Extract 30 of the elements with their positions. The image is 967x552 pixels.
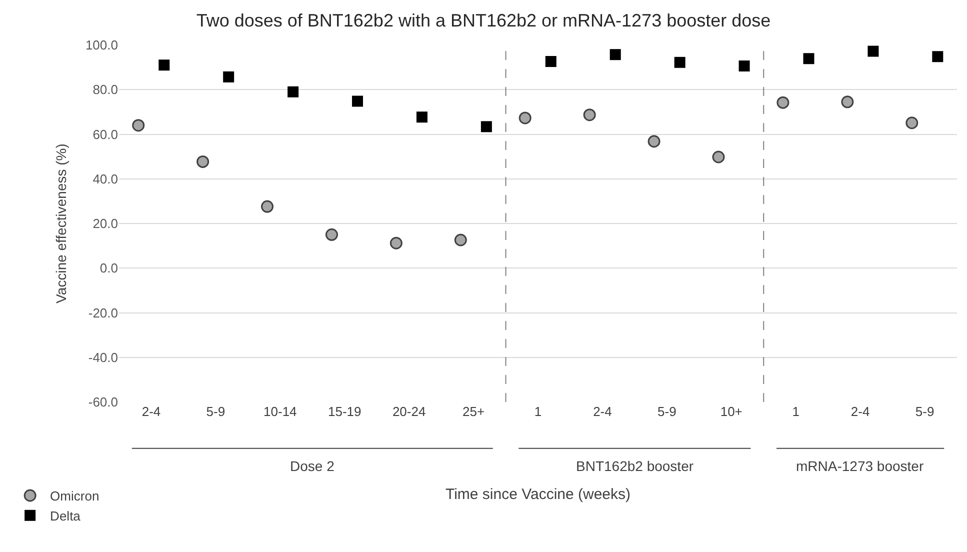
- x-tick-label: 20-24: [392, 404, 426, 419]
- chart-title: Two doses of BNT162b2 with a BNT162b2 or mRNA-1273 booster dose: [196, 10, 771, 30]
- text: mRNA-1273 booster: [796, 458, 924, 474]
- text: Dose 2: [290, 458, 335, 474]
- x-tick-label: 2-4: [142, 404, 161, 419]
- x-tick-label: 1: [534, 404, 542, 419]
- x-tick-label: 10+: [720, 404, 742, 419]
- y-tick-label: 80.0: [92, 82, 118, 98]
- x-tick-label: 1: [792, 404, 800, 419]
- x-tick-label: 2-4: [850, 404, 870, 419]
- x-tick-label: 5-9: [206, 404, 226, 419]
- y-tick-label: -40.0: [88, 350, 118, 365]
- x-tick-label: 5-9: [658, 404, 676, 419]
- y-tick-label: -60.0: [88, 394, 118, 410]
- text: BNT162b2 booster: [576, 458, 694, 474]
- y-tick-label: 40.0: [92, 171, 118, 186]
- legend-label: Omicron: [50, 488, 100, 504]
- y-tick-label: 60.0: [92, 126, 118, 142]
- x-tick-label: 2-4: [593, 404, 612, 419]
- y-axis-title: Vaccine effectiveness (%): [53, 144, 70, 304]
- y-tick-label: -20.0: [88, 305, 118, 320]
- x-tick-label: 15-19: [328, 404, 362, 419]
- x-tick-label: 10-14: [264, 404, 297, 419]
- y-tick-label: 0.0: [100, 260, 118, 276]
- x-axis-title: Time since Vaccine (weeks): [445, 486, 631, 503]
- legend-label: Delta: [50, 508, 82, 524]
- x-tick-label: 5-9: [915, 404, 934, 419]
- x-tick-label: 25+: [462, 404, 485, 419]
- y-tick-label: 100.0: [85, 38, 118, 53]
- y-tick-label: 20.0: [92, 216, 118, 232]
